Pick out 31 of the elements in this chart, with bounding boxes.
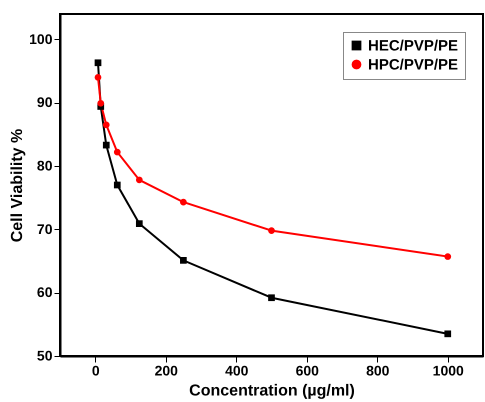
x-axis-title: Concentration (µg/ml) <box>189 382 355 400</box>
point <box>268 294 275 302</box>
y-tick-label: 60 <box>36 284 53 300</box>
point <box>97 100 104 107</box>
y-tick-label: 90 <box>36 94 53 110</box>
point <box>444 330 452 338</box>
x-tick-label: 600 <box>296 362 320 378</box>
point <box>102 142 110 148</box>
point <box>136 176 143 184</box>
x-tick-label: 1000 <box>432 362 464 378</box>
point <box>94 74 102 81</box>
point <box>94 59 102 66</box>
point <box>114 182 121 188</box>
y-axis-title: Cell Viability % <box>9 128 26 242</box>
point <box>180 198 187 206</box>
point <box>444 253 452 260</box>
legend-label: HEC/PVP/PE <box>368 38 458 54</box>
y-tick-label: 100 <box>29 30 53 47</box>
point <box>102 121 110 128</box>
y-tick-label: 80 <box>36 158 53 174</box>
x-tick-label: 800 <box>366 362 390 378</box>
y-tick-label: 70 <box>36 220 53 237</box>
x-tick-label: 0 <box>92 362 100 378</box>
x-tick-label: 400 <box>225 362 249 378</box>
point <box>136 220 143 227</box>
y-tick-label: 50 <box>36 348 53 364</box>
point <box>268 227 275 234</box>
x-tick-label: 200 <box>154 362 178 378</box>
point <box>114 148 121 156</box>
point <box>180 257 187 264</box>
legend-label: HPC/PVP/PE <box>368 56 458 74</box>
